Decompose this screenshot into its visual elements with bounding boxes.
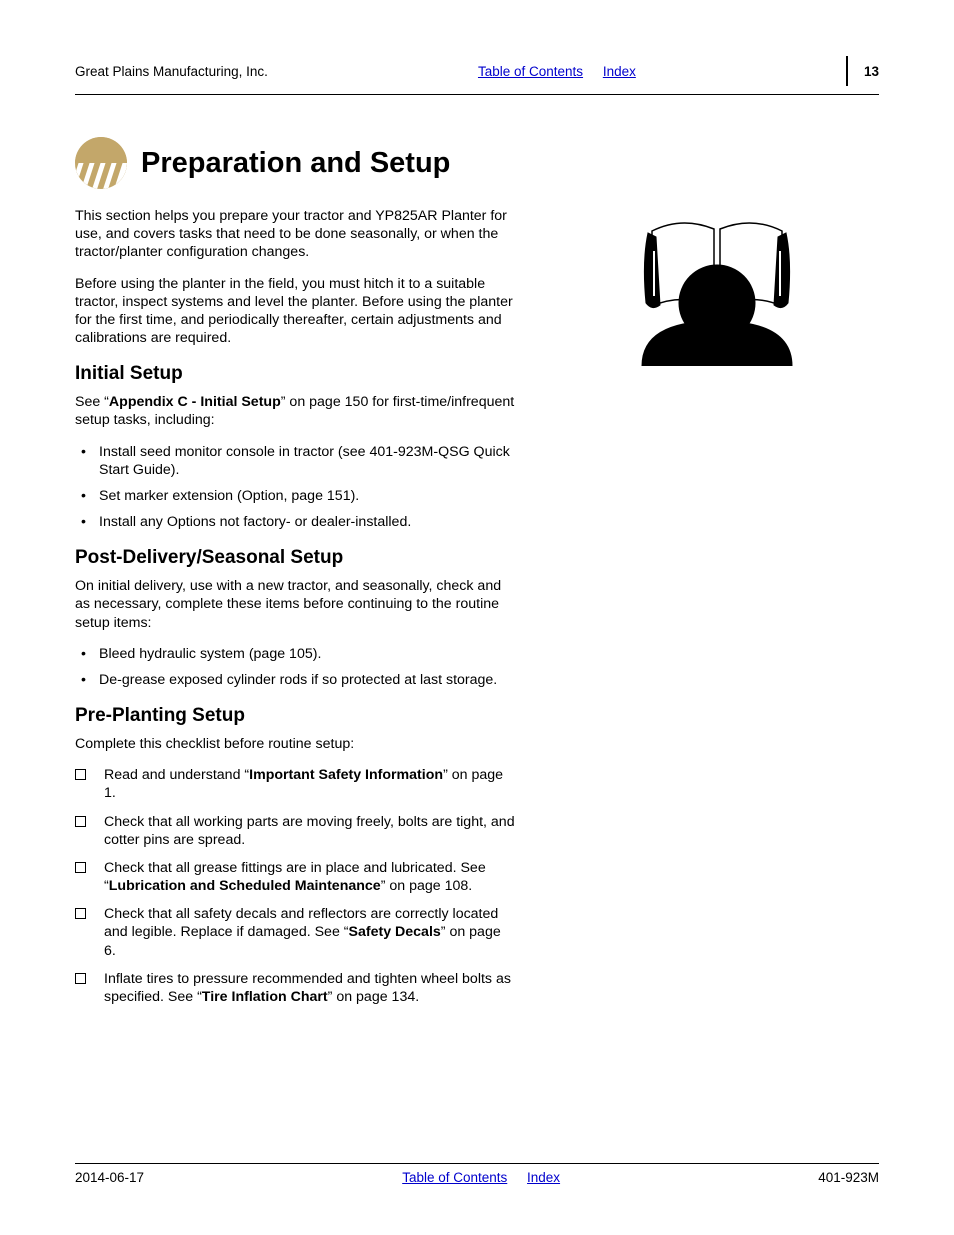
checklist-item: Check that all grease fittings are in pl… [75, 859, 515, 895]
text: Check that all working parts are moving … [104, 814, 515, 848]
checklist-item: Read and understand “Important Safety In… [75, 766, 515, 802]
post-delivery-intro: On initial delivery, use with a new trac… [75, 577, 515, 632]
header-company: Great Plains Manufacturing, Inc. [75, 64, 268, 79]
heading-preplant: Pre-Planting Setup [75, 705, 515, 727]
initial-intro: See “Appendix C - Initial Setup” on page… [75, 393, 515, 429]
reading-manual-icon [612, 211, 822, 1016]
heading-initial-setup: Initial Setup [75, 363, 515, 385]
checklist-item: Inflate tires to pressure recommended an… [75, 970, 515, 1006]
list-item: Install seed monitor console in tractor … [93, 443, 515, 479]
list-item: Set marker extension (Option, page 151). [93, 487, 515, 505]
title-row: Preparation and Setup [75, 137, 879, 189]
list-item: De-grease exposed cylinder rods if so pr… [93, 671, 515, 689]
checkbox-icon [75, 862, 86, 873]
preplant-checklist: Read and understand “Important Safety In… [75, 766, 515, 1006]
page-footer: 2014-06-17 Table of Contents Index 401-9… [75, 1157, 879, 1185]
ref-bold: Important Safety Information [249, 767, 443, 783]
ref-bold: Lubrication and Scheduled Maintenance [109, 878, 381, 894]
initial-bullets: Install seed monitor console in tractor … [75, 443, 515, 532]
page-header: Great Plains Manufacturing, Inc. Table o… [75, 56, 879, 86]
checkbox-icon [75, 908, 86, 919]
list-item: Install any Options not factory- or deal… [93, 513, 515, 531]
toc-link[interactable]: Table of Contents [478, 64, 583, 79]
preplant-intro: Complete this checklist before routine s… [75, 735, 515, 753]
text: ” on page 108. [381, 878, 473, 894]
footer-rule [75, 1163, 879, 1164]
heading-post-delivery: Post-Delivery/Seasonal Setup [75, 547, 515, 569]
footer-nav: Table of Contents Index [144, 1170, 818, 1185]
header-nav: Table of Contents Index [268, 64, 846, 79]
footer-doc-number: 401-923M [818, 1170, 879, 1185]
toc-link[interactable]: Table of Contents [402, 1170, 507, 1185]
index-link[interactable]: Index [527, 1170, 560, 1185]
ref-bold: Safety Decals [349, 924, 441, 940]
text: See “ [75, 394, 109, 410]
figure-column [555, 207, 879, 1016]
post-delivery-bullets: Bleed hydraulic system (page 105). De-gr… [75, 645, 515, 689]
checklist-item: Check that all working parts are moving … [75, 813, 515, 849]
appendix-ref: Appendix C - Initial Setup [109, 394, 281, 410]
main-column: This section helps you prepare your trac… [75, 207, 515, 1016]
intro-p1: This section helps you prepare your trac… [75, 207, 515, 262]
ref-bold: Tire Inflation Chart [202, 989, 328, 1005]
text: ” on page 134. [328, 989, 420, 1005]
page-number: 13 [846, 56, 879, 86]
footer-date: 2014-06-17 [75, 1170, 144, 1185]
list-item: Bleed hydraulic system (page 105). [93, 645, 515, 663]
checkbox-icon [75, 973, 86, 984]
intro-p2: Before using the planter in the field, y… [75, 275, 515, 348]
brand-logo-icon [75, 137, 127, 189]
text: Read and understand “ [104, 767, 249, 783]
checklist-item: Check that all safety decals and reflect… [75, 905, 515, 960]
checkbox-icon [75, 769, 86, 780]
page-title: Preparation and Setup [141, 147, 450, 180]
index-link[interactable]: Index [603, 64, 636, 79]
header-rule [75, 94, 879, 95]
checkbox-icon [75, 816, 86, 827]
